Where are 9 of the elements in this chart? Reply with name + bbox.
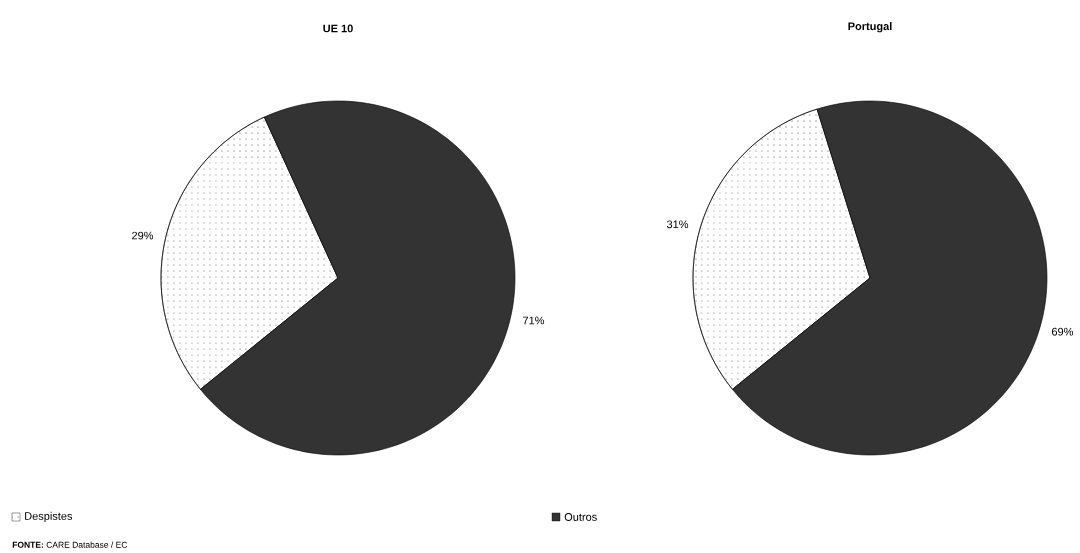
data-label: 31%	[666, 220, 689, 229]
data-label: 71%	[523, 316, 545, 325]
chart-title: Portugal	[848, 22, 892, 33]
data-label: 69%	[1052, 327, 1074, 336]
legend-label: Outros	[564, 513, 597, 521]
legend-label: Despistes	[25, 511, 73, 523]
text: FONTE: CARE Database / EC	[12, 541, 128, 548]
data-label: 29%	[132, 231, 154, 240]
chart-title: UE 10	[323, 24, 353, 33]
